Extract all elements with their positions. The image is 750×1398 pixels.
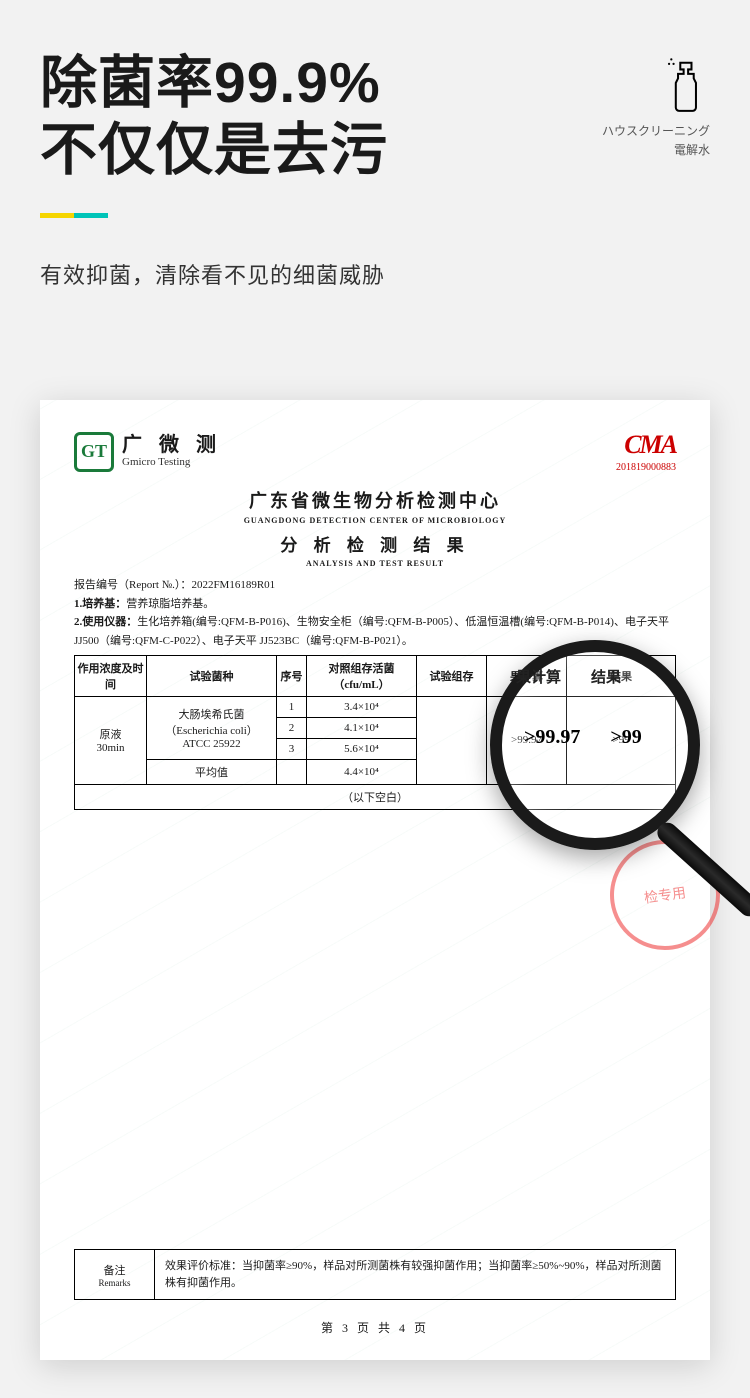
cell-result: >99 (567, 696, 676, 784)
th-concentration: 作用浓度及时间 (75, 655, 147, 696)
cell-idx: 1 (277, 696, 307, 717)
center-name-cn: 广东省微生物分析检测中心 (74, 487, 676, 513)
th-control: 对照组存活菌（cfu/mL） (307, 655, 417, 696)
cell-idx: 2 (277, 717, 307, 738)
th-calc: 果计算 (487, 655, 567, 696)
cell-avg-label: 平均值 (147, 759, 277, 784)
note2: 生化培养箱(编号:QFM-B-P016)、生物安全柜（编号:QFM-B-P005… (74, 616, 669, 647)
note2-label: 2.使用仪器： (74, 616, 137, 628)
cell-calc: >99.97 (487, 696, 567, 784)
th-test: 试验组存 (417, 655, 487, 696)
headline-line1: 除菌率99.9% (40, 50, 388, 117)
remarks-row: 备注 Remarks 效果评价标准：当抑菌率≥90%，样品对所测菌株有较强抑菌作… (74, 1249, 676, 1300)
cell-ctrl: 3.4×10⁴ (307, 696, 417, 717)
th-species: 试验菌种 (147, 655, 277, 696)
subheadline: 有效抑菌，清除看不见的细菌威胁 (40, 258, 750, 290)
remarks-label-en: Remarks (99, 1278, 131, 1288)
headline-line2: 不仅仅是去污 (40, 117, 388, 184)
cell-ctrl: 4.1×10⁴ (307, 717, 417, 738)
report-no-label: 报告编号（Report №.）： (74, 579, 191, 591)
lab-logo: GT 广 微 测 Gmicro Testing (74, 432, 222, 472)
official-seal-icon: 检专用 (603, 833, 727, 957)
result-title-cn: 分 析 检 测 结 果 (74, 531, 676, 556)
blank-below: （以下空白） (75, 784, 676, 809)
cma-accreditation: CMA 201819000883 (616, 430, 676, 473)
spray-bottle-icon (664, 56, 710, 112)
result-title-en: ANALYSIS AND TEST RESULT (74, 559, 676, 568)
note1-label: 1.培养基： (74, 598, 126, 610)
th-index: 序号 (277, 655, 307, 696)
jp-caption-1: ハウスクリーニング (602, 122, 710, 141)
cell-ctrl: 5.6×10⁴ (307, 738, 417, 759)
cma-mark: CMA (616, 430, 676, 460)
th-result: 结果 (567, 655, 676, 696)
jp-caption-2: 電解水 (674, 141, 710, 160)
cell-concentration: 原液30min (75, 696, 147, 784)
cma-number: 201819000883 (616, 462, 676, 473)
logo-en: Gmicro Testing (122, 456, 222, 468)
page-indicator: 第 3 页 共 4 页 (40, 1319, 710, 1336)
cell-species: 大肠埃希氏菌（Escherichia coli）ATCC 25922 (147, 696, 277, 759)
center-name-en: GUANGDONG DETECTION CENTER OF MICROBIOLO… (74, 516, 676, 525)
results-table: 作用浓度及时间 试验菌种 序号 对照组存活菌（cfu/mL） 试验组存 果计算 … (74, 655, 676, 810)
logo-mark: GT (74, 432, 114, 472)
logo-cn: 广 微 测 (122, 434, 222, 456)
accent-bar (40, 213, 710, 218)
test-report-document: GT 广 微 测 Gmicro Testing CMA 201819000883… (40, 400, 710, 1360)
note1: 营养琼脂培养基。 (126, 598, 214, 610)
remarks-label-cn: 备注 (104, 1262, 126, 1278)
cell-avg-val: 4.4×10⁴ (307, 759, 417, 784)
cell-idx: 3 (277, 738, 307, 759)
remarks-text: 效果评价标准：当抑菌率≥90%，样品对所测菌株有较强抑菌作用；当抑菌率≥50%~… (155, 1250, 675, 1299)
report-no: 2022FM16189R01 (191, 579, 275, 591)
